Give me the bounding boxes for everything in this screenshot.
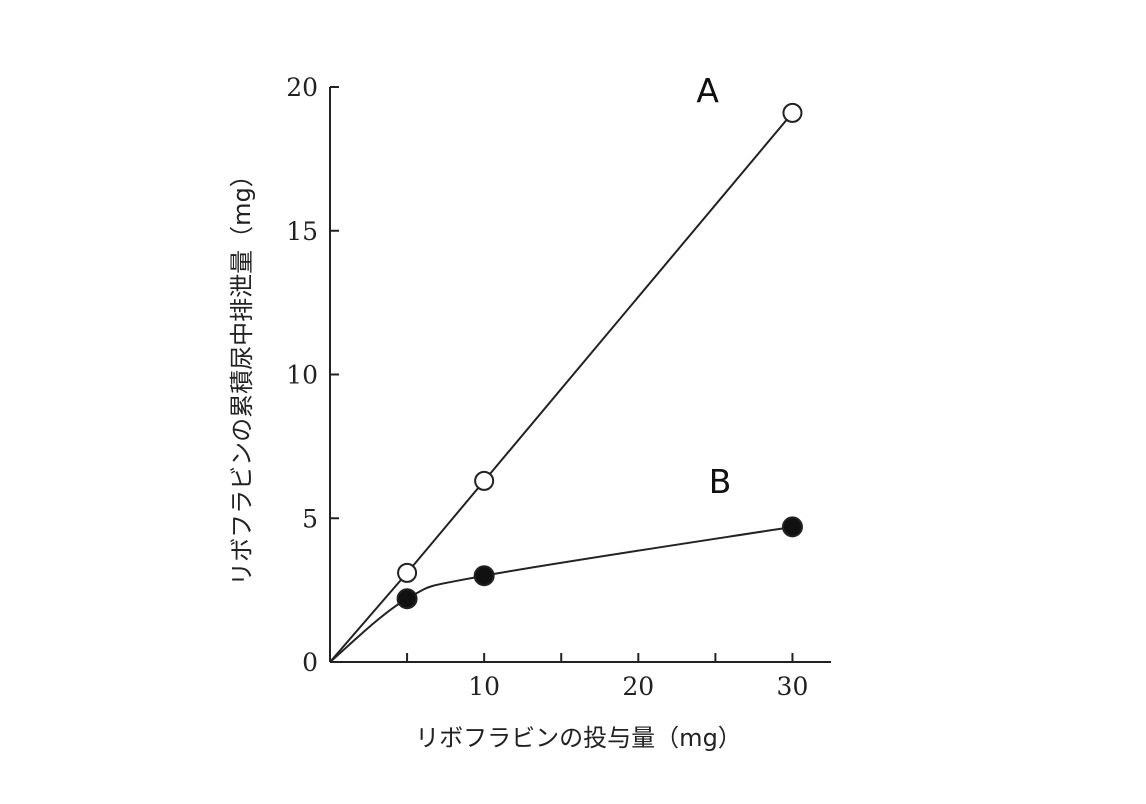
y-axis-title: リボフラビンの累積尿中排泄量（mg） [228, 163, 256, 586]
x-tick-label: 20 [622, 672, 654, 701]
x-tick-label: 10 [468, 672, 500, 701]
series-b-point [396, 588, 418, 610]
x-tick-label: 30 [777, 672, 809, 701]
y-tick-label: 0 [302, 648, 318, 677]
x-axis-title: リボフラビンの投与量（mg） [415, 724, 742, 752]
series-a-point [397, 562, 418, 583]
series-b-line [329, 525, 793, 663]
labels-layer: 0 5 10 15 20 10 20 30 リボフラビンの投与量（mg） リボフラビンの累積尿中排… [228, 71, 808, 752]
series-b-point [781, 516, 803, 538]
series-a-line [329, 112, 794, 663]
series-b-label: B [709, 462, 732, 501]
y-tick-label: 5 [302, 504, 318, 533]
series-a-point [474, 470, 495, 491]
y-tick-label: 10 [286, 361, 318, 390]
y-tick-label: 20 [286, 73, 318, 102]
series-a-point [782, 102, 803, 123]
series-b-point [473, 565, 495, 587]
y-tick-label: 15 [286, 217, 318, 246]
axes [329, 86, 831, 663]
series-layer [329, 102, 803, 663]
series-a-label: A [696, 71, 719, 110]
